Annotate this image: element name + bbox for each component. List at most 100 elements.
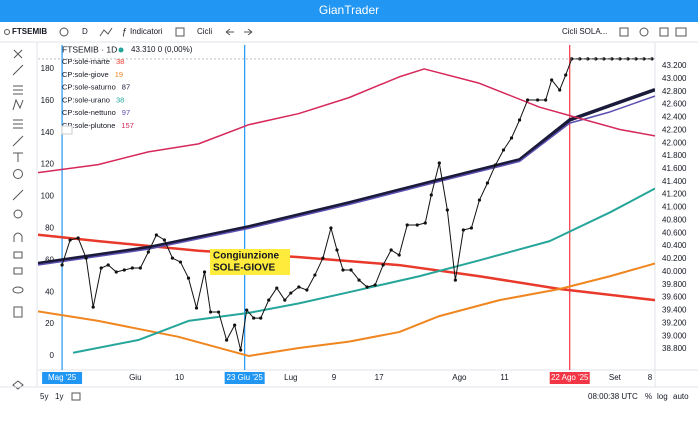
interval-button[interactable]: D xyxy=(82,27,88,36)
y-tick-label: 120 xyxy=(41,160,55,169)
indicators-button[interactable]: Indicatori xyxy=(130,27,163,36)
symbol-button[interactable]: FTSEMIB xyxy=(12,27,47,36)
x-tick-label: 17 xyxy=(375,373,384,382)
price-point xyxy=(525,98,530,102)
y-tick-label: 100 xyxy=(41,192,55,201)
zoom-tool[interactable] xyxy=(13,209,23,219)
price-point xyxy=(297,285,301,289)
price-point xyxy=(275,286,279,290)
brush-tool[interactable] xyxy=(12,135,24,147)
price-point xyxy=(106,263,110,267)
fib-tool[interactable] xyxy=(13,85,23,95)
y2-tick-label: 41.200 xyxy=(662,190,687,199)
expand-button[interactable] xyxy=(659,27,669,37)
compare-button[interactable] xyxy=(59,27,69,37)
price-point xyxy=(493,163,498,167)
legend-name: CP:sole-nettuno xyxy=(62,108,116,117)
price-point xyxy=(225,338,229,342)
y2-tick-label: 40.400 xyxy=(662,241,687,250)
annotation-text: Congiunzione xyxy=(213,251,280,262)
price-point xyxy=(99,266,103,270)
price-point xyxy=(76,236,80,240)
price-point xyxy=(509,136,514,140)
price-point xyxy=(341,268,345,272)
percent-toggle[interactable]: % xyxy=(645,392,652,401)
price-point xyxy=(239,348,243,352)
log-toggle[interactable]: log xyxy=(657,392,668,401)
legend-name: CP:sole-marte xyxy=(62,57,110,66)
market-status xyxy=(118,47,124,53)
y-tick-label: 180 xyxy=(41,64,55,73)
cursor-tool[interactable] xyxy=(13,49,23,59)
price-point xyxy=(289,291,293,295)
magnet-tool[interactable] xyxy=(13,232,23,242)
settings-button[interactable] xyxy=(639,27,649,37)
price-point xyxy=(122,268,126,272)
chart-type-button[interactable] xyxy=(99,27,113,37)
range-1y[interactable]: 1y xyxy=(55,392,63,401)
undo-button[interactable] xyxy=(225,28,234,36)
snapshot-button[interactable] xyxy=(675,27,687,37)
fullscreen-button[interactable] xyxy=(619,27,629,37)
time-marker-box xyxy=(224,372,265,384)
layout-button[interactable] xyxy=(175,27,185,37)
goto-date-button[interactable] xyxy=(71,392,81,401)
y2-tick-label: 42.600 xyxy=(662,100,687,109)
text-tool[interactable] xyxy=(13,152,23,162)
lock-all-tool[interactable] xyxy=(13,267,23,275)
price-point xyxy=(84,256,88,260)
time-marker-box xyxy=(42,372,83,384)
price-point xyxy=(321,256,325,260)
x-tick-label: Set xyxy=(609,373,622,382)
price-point xyxy=(138,266,142,270)
price-point xyxy=(202,270,207,274)
delete-tool[interactable] xyxy=(13,306,23,318)
price-point xyxy=(373,283,377,287)
price-point xyxy=(216,310,221,314)
y2-tick-label: 40.600 xyxy=(662,228,687,237)
search-icon[interactable] xyxy=(4,29,10,35)
price-point xyxy=(162,238,167,242)
price-point xyxy=(469,226,474,230)
price-point xyxy=(130,266,134,270)
y2-tick-label: 39.000 xyxy=(662,331,687,340)
legend-value: 38 xyxy=(116,57,124,66)
y2-tick-label: 41.000 xyxy=(662,203,687,212)
series-line xyxy=(38,88,655,266)
y2-tick-label: 41.400 xyxy=(662,177,687,186)
pattern-tool[interactable] xyxy=(12,98,24,111)
y2-tick-label: 40.800 xyxy=(662,215,687,224)
collapse-legend[interactable] xyxy=(61,125,73,135)
price-point xyxy=(194,306,199,310)
range-5y[interactable]: 5y xyxy=(40,392,48,401)
price-point xyxy=(550,78,554,82)
price-point xyxy=(170,256,175,260)
price-point xyxy=(445,208,449,212)
price-point xyxy=(415,223,419,227)
price-point xyxy=(517,118,522,122)
redo-button[interactable] xyxy=(244,28,253,36)
forecast-tool[interactable] xyxy=(13,119,23,129)
y2-tick-label: 43.200 xyxy=(662,61,687,70)
price-point xyxy=(233,323,237,327)
visibility-tool[interactable] xyxy=(12,286,24,294)
x-tick-label: 11 xyxy=(500,373,509,382)
emoji-tool[interactable] xyxy=(13,169,23,179)
auto-toggle[interactable]: auto xyxy=(673,392,689,401)
template-button[interactable]: Cicli SOLA... xyxy=(562,27,607,36)
cycles-button[interactable]: Cicli xyxy=(197,27,212,36)
y2-tick-label: 39.200 xyxy=(662,318,687,327)
layers-button[interactable] xyxy=(12,380,24,390)
x-tick-label: Mag '25 xyxy=(48,373,77,382)
y-tick-label: 140 xyxy=(41,128,55,137)
price-point xyxy=(381,263,385,267)
series-line xyxy=(61,58,652,351)
x-tick-label: Giu xyxy=(129,373,141,382)
lock-tool[interactable] xyxy=(13,251,23,259)
measure-tool[interactable] xyxy=(12,189,24,201)
trendline-tool[interactable] xyxy=(12,64,24,76)
y2-tick-label: 38.800 xyxy=(662,344,687,353)
price-point xyxy=(477,198,482,202)
price-point xyxy=(208,310,213,314)
